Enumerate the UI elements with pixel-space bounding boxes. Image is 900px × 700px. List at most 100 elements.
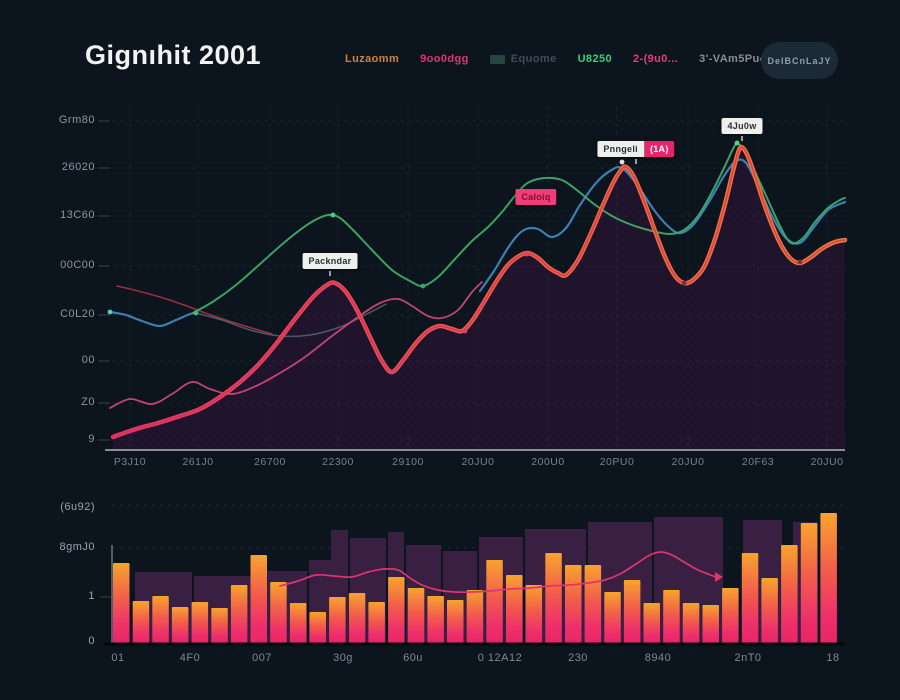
- annotation-text: 4Ju0w: [721, 118, 763, 134]
- main-x-axis-label: 200U0: [531, 456, 565, 468]
- annotation-text: Caloiq: [515, 189, 557, 205]
- data-point-marker: [389, 369, 395, 375]
- annotation-caret: [329, 271, 331, 276]
- data-point-marker: [524, 251, 530, 257]
- main-area-fill: [113, 146, 845, 450]
- bar: [486, 560, 503, 643]
- legend-item-1[interactable]: Luzaomm: [345, 53, 399, 65]
- bar: [348, 593, 366, 643]
- data-point-marker: [797, 259, 803, 265]
- overlay-trend-line: [279, 551, 717, 594]
- main-x-axis-label: 29100: [392, 456, 424, 468]
- data-point-marker: [330, 212, 336, 218]
- bar: [702, 605, 719, 643]
- bar: [270, 582, 287, 643]
- bar: [741, 553, 759, 643]
- page-title: Gignıhit 2001: [85, 40, 262, 70]
- series-green: [192, 142, 846, 314]
- main-x-axis-label: 20JU0: [461, 456, 495, 468]
- legend-item-label: 2-(9u0...: [633, 53, 679, 65]
- bar: [466, 590, 484, 643]
- bar: [525, 585, 543, 643]
- chart-legend: Luzaomm 9oo0dgg Equome U8250 2-(9u0... 3'-VAm…: [345, 53, 766, 65]
- bar: [506, 575, 523, 643]
- data-point-marker: [107, 309, 113, 315]
- main-y-axis-label: 00: [81, 354, 95, 366]
- main-x-axis-label: 22300: [322, 456, 354, 468]
- legend-item-2[interactable]: 9oo0dgg: [420, 53, 469, 65]
- series-slate-dim: [195, 303, 387, 338]
- bottom-y-axis-label: (6u92): [60, 501, 95, 513]
- bottom-x-axis-label: 60u: [403, 652, 423, 664]
- bar: [407, 588, 425, 643]
- bar: [250, 555, 267, 643]
- bar: [368, 602, 385, 643]
- legend-item-3[interactable]: Equome: [489, 53, 557, 65]
- bottom-x-axis-label: 007: [252, 652, 272, 664]
- bar: [171, 607, 189, 643]
- main-x-axis-label: 26700: [254, 456, 286, 468]
- data-point-marker: [193, 310, 199, 316]
- bar: [663, 590, 680, 643]
- bar: [289, 603, 307, 643]
- details-button[interactable]: DeIBCnLaJY: [761, 42, 838, 79]
- bar: [132, 601, 150, 643]
- annotation-text: Pnngeli: [597, 141, 644, 157]
- bar: [820, 513, 837, 643]
- annotation-label: 4Ju0w: [721, 118, 763, 134]
- series-main-thick-core: [112, 146, 846, 438]
- annotation-caret: [741, 136, 743, 141]
- bottom-y-axis-label: 0: [88, 635, 95, 647]
- series-blue-left: [108, 310, 198, 328]
- bar: [604, 592, 621, 643]
- data-point-marker: [420, 283, 426, 289]
- bar: [152, 596, 169, 643]
- bar: [447, 600, 464, 643]
- bar: [800, 523, 818, 643]
- bar: [309, 612, 326, 643]
- main-y-axis-label: 13C60: [60, 209, 95, 221]
- bottom-x-axis-label: 30g: [333, 652, 353, 664]
- series-blue-right: [478, 158, 847, 293]
- annotation-label: Caloiq: [515, 189, 557, 205]
- main-x-axis-label: 261J0: [182, 456, 214, 468]
- bottom-x-axis-label: 18: [826, 652, 840, 664]
- bar: [230, 585, 248, 643]
- bar: [761, 578, 778, 643]
- bottom-x-axis-label: 01: [111, 652, 125, 664]
- bar: [565, 565, 582, 643]
- bottom-bar-chart: [100, 504, 845, 646]
- bar: [113, 563, 130, 643]
- bar: [427, 596, 444, 643]
- legend-item-5[interactable]: 2-(9u0...: [633, 53, 678, 65]
- series-red-thin: [116, 285, 273, 335]
- data-point-marker: [462, 328, 468, 334]
- main-y-axis-label: Z0: [81, 396, 95, 408]
- series-pink-thin: [109, 281, 483, 409]
- legend-item-label: U8250: [577, 53, 612, 65]
- data-point-marker: [734, 140, 740, 146]
- main-x-axis-label: 20PU0: [599, 456, 635, 468]
- legend-item-label: Luzaomm: [345, 53, 400, 65]
- main-x-axis-label: P3J10: [113, 456, 147, 468]
- data-point-marker: [681, 280, 687, 286]
- bar: [781, 545, 798, 643]
- bottom-x-axis-label: 4F0: [179, 652, 201, 664]
- bottom-x-axis-label: 230: [568, 652, 588, 664]
- legend-swatch: [489, 54, 505, 64]
- bar: [211, 608, 228, 643]
- trend-arrowhead: [715, 572, 723, 582]
- bottom-x-axis-label: 8940: [644, 652, 672, 664]
- legend-item-4[interactable]: U8250: [578, 53, 612, 65]
- bottom-x-axis-label: 2nT0: [734, 652, 762, 664]
- data-point-marker: [619, 159, 625, 165]
- bar: [682, 603, 700, 643]
- legend-item-label: 9oo0dgg: [420, 53, 469, 65]
- main-y-axis-label: 9: [88, 433, 95, 445]
- legend-item-6[interactable]: 3'-VAm5Pu4: [699, 53, 766, 65]
- bar: [388, 577, 405, 643]
- annotation-label: Pnngeli (1A): [597, 141, 675, 157]
- bar: [643, 603, 660, 643]
- annotation-label: Packndar: [302, 253, 358, 269]
